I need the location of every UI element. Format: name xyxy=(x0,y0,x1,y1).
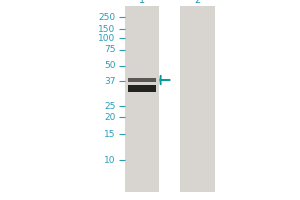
Text: 50: 50 xyxy=(104,62,116,71)
Text: 25: 25 xyxy=(104,102,116,111)
Text: 15: 15 xyxy=(104,130,116,139)
Text: 1: 1 xyxy=(139,0,145,5)
Bar xyxy=(124,6,159,192)
Text: 10: 10 xyxy=(104,156,116,165)
Text: 250: 250 xyxy=(98,12,116,21)
Text: 100: 100 xyxy=(98,34,116,43)
Text: 20: 20 xyxy=(104,112,116,121)
Text: 75: 75 xyxy=(104,45,116,54)
Text: 2: 2 xyxy=(194,0,200,5)
Bar xyxy=(128,78,156,82)
Bar xyxy=(128,85,156,92)
Text: 150: 150 xyxy=(98,24,116,33)
Text: 37: 37 xyxy=(104,77,116,86)
Bar xyxy=(180,6,214,192)
